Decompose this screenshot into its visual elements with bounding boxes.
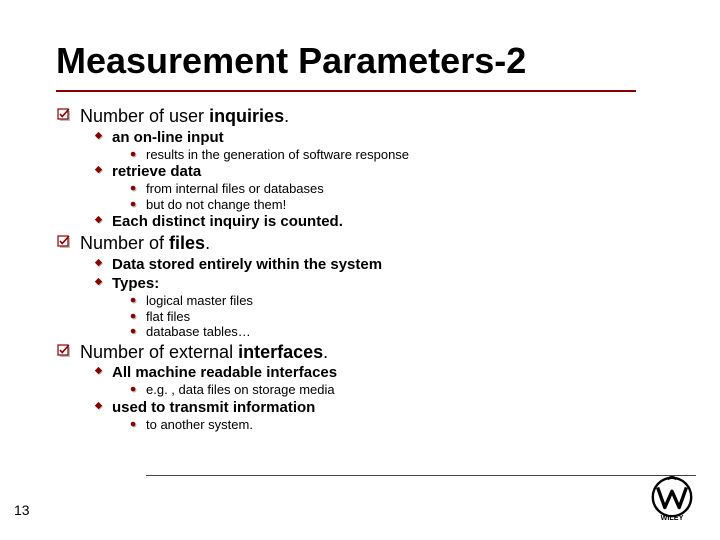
level2-text: Data stored entirely within the system (112, 256, 382, 274)
title-underline (56, 90, 636, 92)
level3-text: e.g. , data files on storage media (146, 382, 335, 398)
diamond-bullet-icon (92, 277, 104, 288)
wiley-logo-icon: WILEY (648, 473, 696, 526)
level1-item: Number of user inquiries. (56, 106, 664, 128)
level2-item: Types: (92, 275, 664, 293)
level3-text: from internal files or databases (146, 181, 324, 197)
diamond-bullet-icon (92, 401, 104, 412)
svg-text:WILEY: WILEY (661, 513, 684, 521)
level3-text: results in the generation of software re… (146, 147, 409, 163)
level3-item: database tables… (128, 324, 664, 340)
checkbox-bullet-icon (56, 108, 72, 122)
dot-bullet-icon (128, 200, 138, 209)
slide-title: Measurement Parameters-2 (56, 40, 526, 82)
level1-text: Number of user inquiries. (80, 106, 289, 128)
level2-item: an on-line input (92, 129, 664, 147)
level2-item: Data stored entirely within the system (92, 256, 664, 274)
level2-text: All machine readable interfaces (112, 364, 337, 382)
dot-bullet-icon (128, 184, 138, 193)
level3-text: flat files (146, 309, 190, 325)
level3-item: to another system. (128, 417, 664, 433)
level3-text: logical master files (146, 293, 253, 309)
level2-text: retrieve data (112, 163, 201, 181)
level2-item: retrieve data (92, 163, 664, 181)
diamond-bullet-icon (92, 258, 104, 269)
diamond-bullet-icon (92, 131, 104, 142)
level3-item: results in the generation of software re… (128, 147, 664, 163)
level1-item: Number of files. (56, 233, 664, 255)
dot-bullet-icon (128, 150, 138, 159)
level2-item: used to transmit information (92, 399, 664, 417)
dot-bullet-icon (128, 420, 138, 429)
level3-item: from internal files or databases (128, 181, 664, 197)
level3-text: but do not change them! (146, 197, 286, 213)
level3-text: to another system. (146, 417, 253, 433)
level2-item: Each distinct inquiry is counted. (92, 213, 664, 231)
level3-item: e.g. , data files on storage media (128, 382, 664, 398)
level2-item: All machine readable interfaces (92, 364, 664, 382)
level2-text: Each distinct inquiry is counted. (112, 213, 343, 231)
level3-text: database tables… (146, 324, 251, 340)
level2-text: an on-line input (112, 129, 224, 147)
footer-rule (146, 475, 696, 476)
level1-item: Number of external interfaces. (56, 342, 664, 364)
dot-bullet-icon (128, 327, 138, 336)
checkbox-bullet-icon (56, 344, 72, 358)
slide-body: Number of user inquiries.an on-line inpu… (56, 104, 664, 433)
dot-bullet-icon (128, 296, 138, 305)
dot-bullet-icon (128, 385, 138, 394)
level3-item: logical master files (128, 293, 664, 309)
level1-text: Number of files. (80, 233, 210, 255)
dot-bullet-icon (128, 312, 138, 321)
level2-text: Types: (112, 275, 159, 293)
diamond-bullet-icon (92, 165, 104, 176)
level3-item: flat files (128, 309, 664, 325)
page-number: 13 (14, 502, 30, 518)
level1-text: Number of external interfaces. (80, 342, 328, 364)
diamond-bullet-icon (92, 366, 104, 377)
level3-item: but do not change them! (128, 197, 664, 213)
diamond-bullet-icon (92, 215, 104, 226)
checkbox-bullet-icon (56, 235, 72, 249)
level2-text: used to transmit information (112, 399, 315, 417)
